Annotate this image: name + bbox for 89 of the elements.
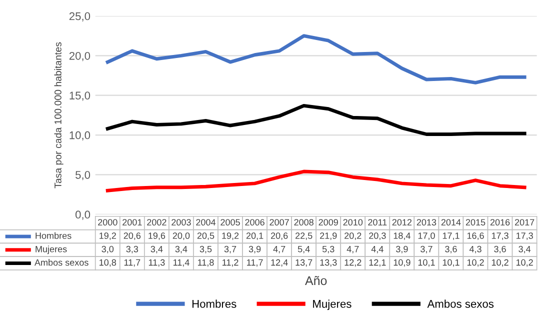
legend-label: Ambos sexos: [34, 259, 88, 266]
x-tick-label: 2015: [466, 219, 486, 226]
data-label: 3,5: [200, 246, 212, 254]
data-label: 11,2: [222, 259, 238, 267]
data-label: 20,0: [172, 232, 190, 240]
data-label: 22,5: [296, 232, 312, 240]
data-label: 3,4: [175, 246, 188, 254]
x-tick-label: 2011: [368, 219, 387, 226]
x-tick-label: 2014: [441, 219, 461, 226]
data-label: 10,8: [100, 259, 116, 267]
line-series: [106, 104, 526, 136]
data-label: 12,1: [369, 259, 386, 267]
data-label: 12,2: [344, 259, 362, 267]
legend-label: Mujeres: [36, 246, 67, 254]
data-label: 10,9: [394, 259, 410, 267]
data-label: 10,2: [467, 259, 484, 267]
y-tick-label: 0,0: [76, 210, 90, 220]
x-tick-label: 2008: [294, 219, 314, 226]
data-label: 17,1: [442, 232, 460, 240]
data-label: 20,3: [369, 232, 386, 240]
data-label: 10,2: [516, 259, 533, 267]
data-label: 4,4: [371, 246, 384, 254]
x-tick-label: 2005: [220, 219, 240, 226]
x-tick-label: 2003: [172, 219, 191, 226]
data-label: 3,3: [126, 246, 138, 254]
x-tick-label: 2004: [196, 219, 216, 226]
data-label: 3,0: [102, 246, 114, 254]
x-tick-label: 2010: [343, 219, 363, 226]
data-label: 11,7: [247, 259, 263, 267]
text: Ambos sexos: [427, 300, 494, 308]
data-label: 3,6: [445, 246, 457, 254]
y-tick-label: 15,0: [70, 92, 90, 101]
data-label: 3,4: [150, 246, 163, 254]
data-label: 3,7: [224, 246, 236, 254]
x-axis-title: Año: [305, 276, 327, 286]
data-label: 4,3: [469, 246, 482, 254]
data-label: 11,3: [148, 259, 165, 267]
data-label: 3,9: [396, 246, 408, 254]
data-label: 3,7: [420, 246, 432, 254]
data-label: 18,4: [394, 232, 410, 240]
text: Hombres: [192, 300, 236, 308]
y-axis-title: Tasa por cada 100.000 habitantes: [54, 42, 64, 188]
data-label: 11,4: [173, 259, 190, 267]
x-tick-label: 2007: [270, 219, 289, 226]
line-series: [106, 170, 526, 192]
data-label: 17,0: [418, 232, 435, 240]
data-label: 10,1: [442, 259, 460, 267]
data-label: 17,3: [516, 232, 533, 240]
x-tick-label: 2006: [245, 219, 264, 226]
data-label: 5,3: [322, 246, 334, 254]
data-label: 4,7: [273, 246, 286, 254]
y-tick-label: 20,0: [69, 52, 90, 62]
legend-label: Hombres: [36, 232, 72, 239]
data-label: 5,4: [298, 246, 310, 254]
x-tick-label: 2017: [514, 219, 534, 226]
x-tick-label: 2013: [416, 219, 436, 226]
data-label: 19,2: [100, 232, 116, 240]
data-label: 10,1: [418, 259, 435, 267]
data-label: 11,7: [124, 259, 140, 267]
x-tick-label: 2016: [490, 219, 510, 226]
y-tick-label: 10,0: [70, 131, 90, 140]
line-series: [106, 34, 526, 84]
x-tick-label: 2009: [318, 219, 338, 226]
data-label: 19,6: [148, 232, 166, 240]
data-label: 20,6: [124, 232, 141, 240]
data-label: 4,7: [346, 246, 359, 254]
data-label: 20,6: [270, 232, 288, 240]
data-label: 17,3: [492, 232, 508, 240]
data-label: 3,9: [248, 246, 261, 254]
y-tick-label: 5,0: [76, 170, 90, 180]
x-tick-label: 2000: [98, 219, 118, 226]
data-label: 20,2: [344, 232, 362, 240]
data-label: 11,8: [198, 259, 214, 267]
data-label: 3,6: [494, 246, 506, 254]
x-tick-label: 2012: [392, 219, 412, 226]
x-tick-label: 2001: [122, 219, 142, 226]
data-label: 20,5: [197, 232, 214, 240]
data-label: 3,4: [518, 246, 531, 254]
data-label: 21,9: [320, 232, 337, 240]
data-label: 12,4: [271, 259, 288, 267]
y-tick-label: 25,0: [69, 12, 90, 22]
data-label: 19,2: [222, 232, 239, 240]
data-label: 10,2: [492, 259, 508, 267]
data-label: 13,3: [320, 259, 337, 267]
x-tick-label: 2002: [147, 219, 166, 226]
text: Mujeres: [313, 300, 352, 310]
data-label: 20,1: [246, 232, 264, 240]
data-label: 13,7: [296, 259, 312, 267]
data-label: 16,6: [467, 232, 484, 240]
